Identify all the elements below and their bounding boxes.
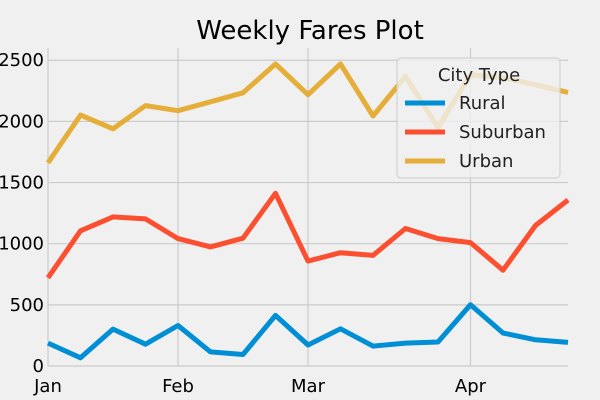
grid (47, 48, 568, 367)
x-tick-label: Apr (455, 376, 487, 397)
legend-title: City Type (438, 65, 520, 86)
legend-label-rural: Rural (459, 93, 506, 114)
series-line-rural (46, 302, 569, 361)
y-tick-label: 2000 (0, 111, 44, 132)
x-tick-label: Jan (33, 376, 62, 397)
legend-label-suburban: Suburban (459, 122, 546, 143)
series-line-suburban (45, 190, 570, 280)
legend-label-urban: Urban (459, 151, 513, 172)
y-tick-label: 0 (33, 356, 44, 377)
y-tick-labels: 0 500 1000 1500 2000 2500 (0, 50, 44, 377)
y-tick-label: 1500 (0, 173, 44, 194)
x-tick-label: Feb (162, 376, 194, 397)
y-tick-label: 1000 (0, 234, 44, 255)
chart-title: Weekly Fares Plot (196, 16, 424, 46)
legend: City Type Rural Suburban Urban (396, 57, 561, 179)
y-tick-label: 500 (10, 295, 44, 316)
legend-box (396, 57, 561, 179)
legend-items: Rural Suburban Urban (405, 93, 546, 172)
x-tick-label: Mar (291, 376, 326, 397)
x-tick-labels: Jan Feb Mar Apr (33, 376, 487, 397)
y-tick-label: 2500 (0, 50, 44, 71)
